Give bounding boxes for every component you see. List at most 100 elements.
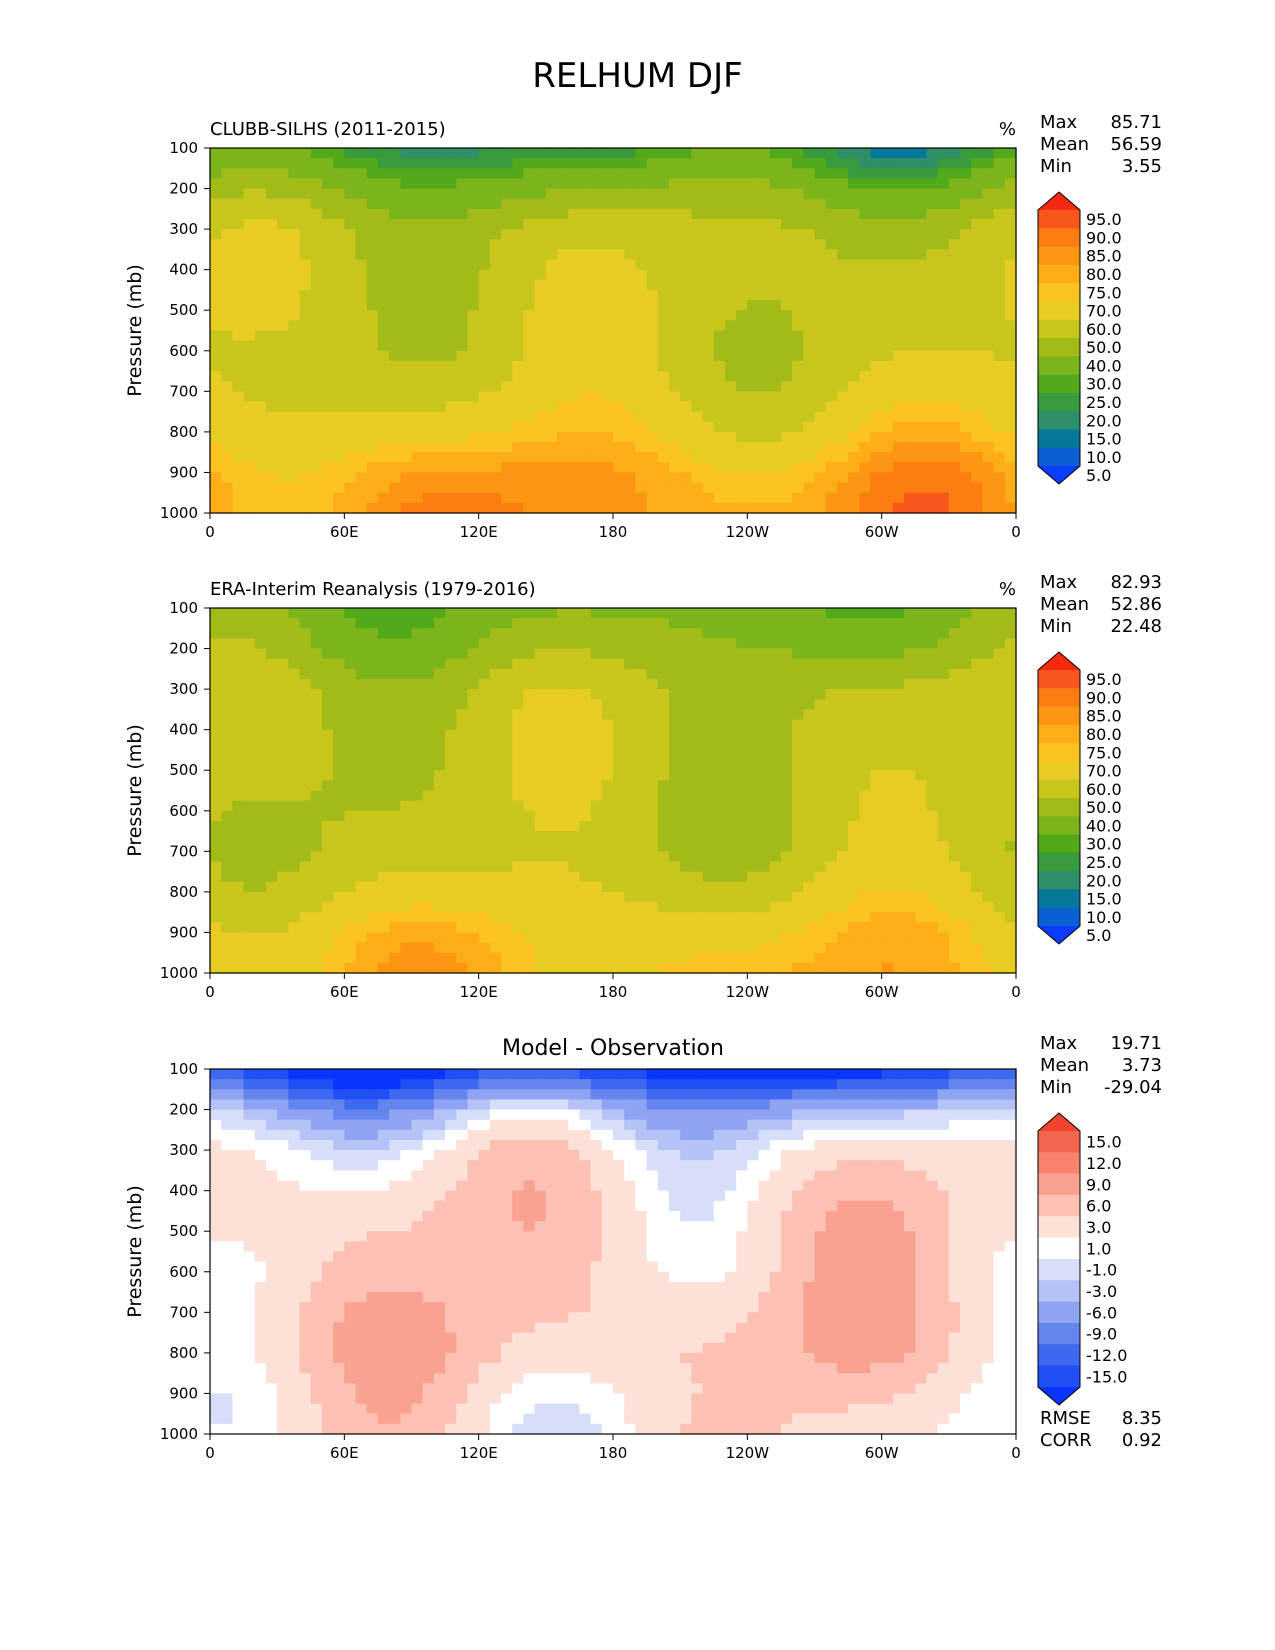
field-cell <box>691 472 704 484</box>
field-cell <box>904 208 916 220</box>
field-cell <box>210 320 222 332</box>
field-cell <box>210 360 222 372</box>
field-cell <box>478 719 491 731</box>
field-cell <box>993 912 1006 923</box>
field-cell <box>355 719 368 731</box>
field-cell <box>422 648 435 660</box>
field-cell <box>713 411 726 423</box>
field-cell <box>657 381 670 392</box>
field-cell <box>333 259 345 271</box>
field-cell <box>489 861 502 873</box>
field-cell <box>333 442 345 453</box>
field-cell <box>713 891 726 903</box>
field-cell <box>467 350 480 362</box>
field-cell <box>724 709 737 721</box>
field-cell <box>1004 719 1017 731</box>
field-cell <box>210 168 222 180</box>
field-cell <box>467 760 480 771</box>
field-cell <box>445 259 457 271</box>
field-cell <box>288 502 301 514</box>
field-cell <box>915 800 928 812</box>
field-cell <box>601 902 614 913</box>
field-cell <box>478 279 491 291</box>
field-cell <box>736 462 748 474</box>
field-cell <box>814 729 827 741</box>
field-cell <box>221 912 233 923</box>
field-cell <box>601 421 614 433</box>
field-cell <box>377 401 390 413</box>
field-cell <box>657 340 670 352</box>
field-cell <box>848 350 860 362</box>
field-cell <box>210 831 222 842</box>
field-cell <box>691 269 704 281</box>
colorbar-segment <box>1038 392 1080 412</box>
field-cell <box>277 749 289 761</box>
field-cell <box>747 502 760 514</box>
field-cell <box>467 841 480 852</box>
field-cell <box>221 462 233 474</box>
field-cell <box>904 168 916 180</box>
field-cell <box>971 891 984 903</box>
field-cell <box>702 381 715 392</box>
field-cell <box>534 158 547 169</box>
field-cell <box>411 289 424 301</box>
field-cell <box>657 148 670 159</box>
field-cell <box>926 381 939 392</box>
field-cell <box>411 401 424 413</box>
field-cell <box>1004 699 1017 710</box>
field-cell <box>523 678 536 690</box>
field-cell <box>355 492 368 504</box>
field-cell <box>310 749 323 761</box>
field-cell <box>265 689 278 700</box>
field-cell <box>433 330 446 342</box>
field-cell <box>702 749 715 761</box>
field-cell <box>881 502 894 514</box>
field-cell <box>243 699 256 710</box>
field-cell <box>948 770 961 781</box>
field-cell <box>702 482 715 494</box>
field-cell <box>590 922 603 934</box>
field-cell <box>792 709 804 721</box>
field-cell <box>1004 168 1017 180</box>
field-cell <box>680 158 692 169</box>
field-cell <box>960 178 972 190</box>
field-cell <box>579 229 592 240</box>
field-cell <box>366 340 379 352</box>
field-cell <box>758 249 771 261</box>
field-cell <box>557 739 569 751</box>
field-cell <box>736 442 748 453</box>
field-cell <box>277 608 289 619</box>
field-cell <box>747 188 760 200</box>
field-cell <box>355 841 368 852</box>
field-cell <box>478 148 491 159</box>
field-cell <box>344 760 357 771</box>
field-cell <box>389 658 401 670</box>
field-cell <box>948 780 961 792</box>
field-cell <box>724 391 737 403</box>
field-cell <box>1004 780 1017 792</box>
field-cell <box>680 442 692 453</box>
field-cell <box>590 431 603 443</box>
field-cell <box>512 608 525 619</box>
field-cell <box>400 760 413 771</box>
field-cell <box>825 861 838 873</box>
field-cell <box>982 452 995 463</box>
field-cell <box>904 912 916 923</box>
field-cell <box>366 770 379 781</box>
field-cell <box>277 820 289 832</box>
field-cell <box>613 350 625 362</box>
field-cell <box>926 411 939 423</box>
field-cell <box>948 360 961 372</box>
field-cell <box>613 391 625 403</box>
field-cell <box>299 218 312 230</box>
field-cell <box>892 628 905 640</box>
field-cell <box>713 188 726 200</box>
field-cell <box>892 178 905 190</box>
field-cell <box>948 861 961 873</box>
field-cell <box>668 411 681 423</box>
field-cell <box>557 831 569 842</box>
field-cell <box>1004 188 1017 200</box>
field-cell <box>825 208 838 220</box>
field-cell <box>971 770 984 781</box>
field-cell <box>579 279 592 291</box>
